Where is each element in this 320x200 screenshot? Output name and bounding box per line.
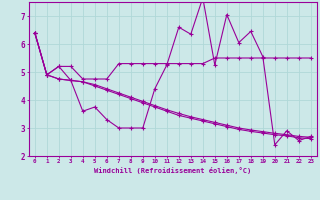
- X-axis label: Windchill (Refroidissement éolien,°C): Windchill (Refroidissement éolien,°C): [94, 167, 252, 174]
